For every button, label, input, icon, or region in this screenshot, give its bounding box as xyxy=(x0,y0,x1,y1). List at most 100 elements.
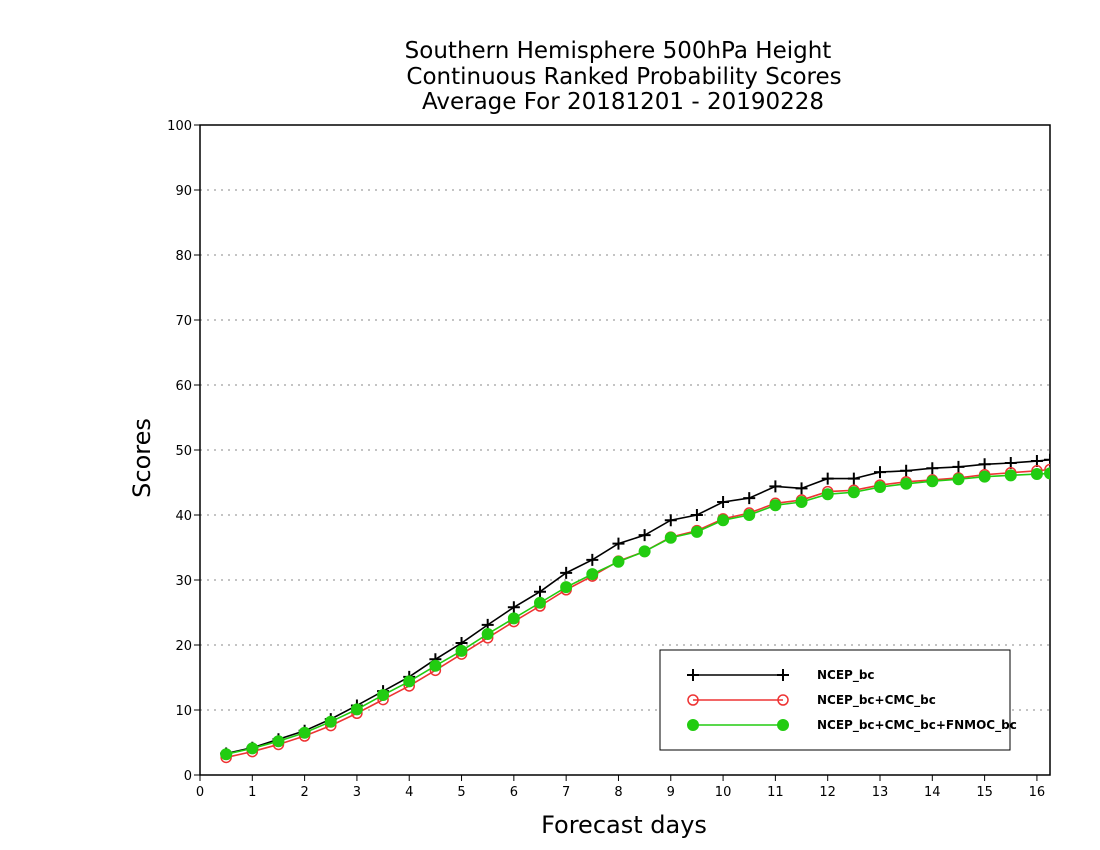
data-point-filled-circle xyxy=(220,748,233,761)
data-point-plus xyxy=(717,496,730,508)
legend-label: NCEP_bc+CMC_bc xyxy=(817,693,936,708)
x-tick-label: 5 xyxy=(457,785,465,800)
data-point-open-circle xyxy=(1044,463,1050,476)
data-point-filled-circle xyxy=(612,555,625,568)
data-point-filled-circle xyxy=(926,475,939,488)
x-tick-label: 7 xyxy=(562,785,570,800)
data-point-filled-circle xyxy=(272,735,285,748)
data-point-plus xyxy=(560,566,573,579)
data-point-filled-circle xyxy=(298,726,311,739)
legend-label: NCEP_bc xyxy=(817,668,875,683)
data-point-plus xyxy=(926,462,939,475)
x-tick-label: 12 xyxy=(819,785,836,800)
y-tick-label: 90 xyxy=(175,184,192,199)
data-point-filled-circle xyxy=(743,509,756,521)
data-point-filled-circle xyxy=(560,581,573,594)
data-point-filled-circle xyxy=(690,525,703,538)
legend: NCEP_bc NCEP_bc+CMC_bc NCEP_bc+CMC_bc+FNMO… xyxy=(659,649,1017,751)
data-point-plus xyxy=(952,460,965,473)
y-tick-label: 10 xyxy=(175,704,192,719)
chart-title: Southern Hemisphere 500hPa Height Contin… xyxy=(405,38,842,115)
data-point-open-circle xyxy=(687,694,699,706)
data-point-plus xyxy=(821,472,834,485)
x-tick-label: 8 xyxy=(614,785,622,800)
data-point-plus xyxy=(1030,455,1043,468)
series-layer xyxy=(220,453,1050,764)
data-point-open-circle xyxy=(777,694,789,706)
data-point-filled-circle xyxy=(455,644,468,657)
y-tick-label: 40 xyxy=(175,509,192,524)
data-point-plus xyxy=(687,669,699,681)
data-point-plus xyxy=(777,669,789,681)
data-point-plus xyxy=(874,466,886,479)
data-point-filled-circle xyxy=(481,627,494,640)
x-tick-label: 1 xyxy=(248,785,256,800)
data-point-filled-circle xyxy=(664,531,677,544)
data-point-plus xyxy=(1004,457,1017,469)
data-point-filled-circle xyxy=(952,473,965,486)
data-point-filled-circle xyxy=(350,703,363,716)
data-point-plus xyxy=(978,458,991,471)
legend-item: NCEP_bc xyxy=(687,668,875,683)
title-line-1: Southern Hemisphere 500hPa Height xyxy=(405,38,832,64)
x-tick-label: 6 xyxy=(510,785,518,800)
x-tick-label: 14 xyxy=(924,785,941,800)
y-tick-label: 80 xyxy=(175,249,192,264)
data-point-filled-circle xyxy=(1004,469,1017,482)
x-axis-ticks: 0 1 2 3 4 5 6 7 8 9 10 11 12 13 14 15 16 xyxy=(196,775,1045,800)
y-tick-label: 30 xyxy=(175,574,192,589)
data-point-filled-circle xyxy=(777,719,789,731)
data-point-filled-circle xyxy=(687,719,699,731)
data-point-plus xyxy=(795,482,808,495)
legend-label: NCEP_bc+CMC_bc+FNMOC_bc xyxy=(817,718,1017,733)
data-point-filled-circle xyxy=(717,514,730,527)
y-tick-label: 20 xyxy=(175,639,192,654)
data-point-filled-circle xyxy=(821,488,834,501)
x-tick-label: 16 xyxy=(1029,785,1046,800)
data-point-plus xyxy=(847,472,860,485)
data-point-plus xyxy=(534,585,546,598)
x-tick-label: 10 xyxy=(715,785,732,800)
title-line-2: Continuous Ranked Probability Scores xyxy=(406,64,841,90)
data-point-filled-circle xyxy=(534,596,546,609)
data-point-filled-circle xyxy=(978,470,991,483)
x-tick-label: 15 xyxy=(976,785,993,800)
y-tick-label: 0 xyxy=(184,769,192,784)
data-point-plus xyxy=(586,553,599,566)
y-tick-label: 70 xyxy=(175,314,192,329)
legend-item: NCEP_bc+CMC_bc xyxy=(687,693,936,708)
data-point-filled-circle xyxy=(377,689,390,702)
x-tick-label: 3 xyxy=(353,785,361,800)
data-point-filled-circle xyxy=(324,715,337,728)
y-axis-ticks: 0 10 20 30 40 50 60 70 80 90 100 xyxy=(167,119,200,784)
legend-item: NCEP_bc+CMC_bc+FNMOC_bc xyxy=(687,718,1017,733)
data-point-plus xyxy=(1044,453,1050,466)
data-point-filled-circle xyxy=(1030,468,1043,481)
data-point-filled-circle xyxy=(246,742,259,755)
data-point-plus xyxy=(612,537,625,550)
data-point-filled-circle xyxy=(403,675,416,688)
x-tick-label: 13 xyxy=(872,785,889,800)
y-tick-label: 60 xyxy=(175,379,192,394)
x-axis-title: Forecast days xyxy=(541,811,707,839)
data-point-filled-circle xyxy=(1044,467,1050,480)
x-tick-label: 4 xyxy=(405,785,413,800)
data-point-filled-circle xyxy=(847,486,860,499)
data-point-filled-circle xyxy=(638,545,651,558)
y-tick-label: 100 xyxy=(167,119,192,134)
x-tick-label: 11 xyxy=(767,785,784,800)
data-point-plus xyxy=(664,514,677,527)
data-point-plus xyxy=(507,601,520,614)
data-point-filled-circle xyxy=(769,499,782,512)
x-tick-label: 0 xyxy=(196,785,204,800)
data-point-filled-circle xyxy=(507,612,520,625)
data-point-filled-circle xyxy=(900,477,913,490)
data-point-plus xyxy=(769,480,782,493)
data-point-plus xyxy=(638,529,651,542)
data-point-plus xyxy=(743,492,756,505)
title-line-3: Average For 20181201 - 20190228 xyxy=(422,89,824,115)
data-point-filled-circle xyxy=(586,568,599,581)
data-point-filled-circle xyxy=(795,496,808,508)
y-axis-title: Scores xyxy=(128,418,156,498)
